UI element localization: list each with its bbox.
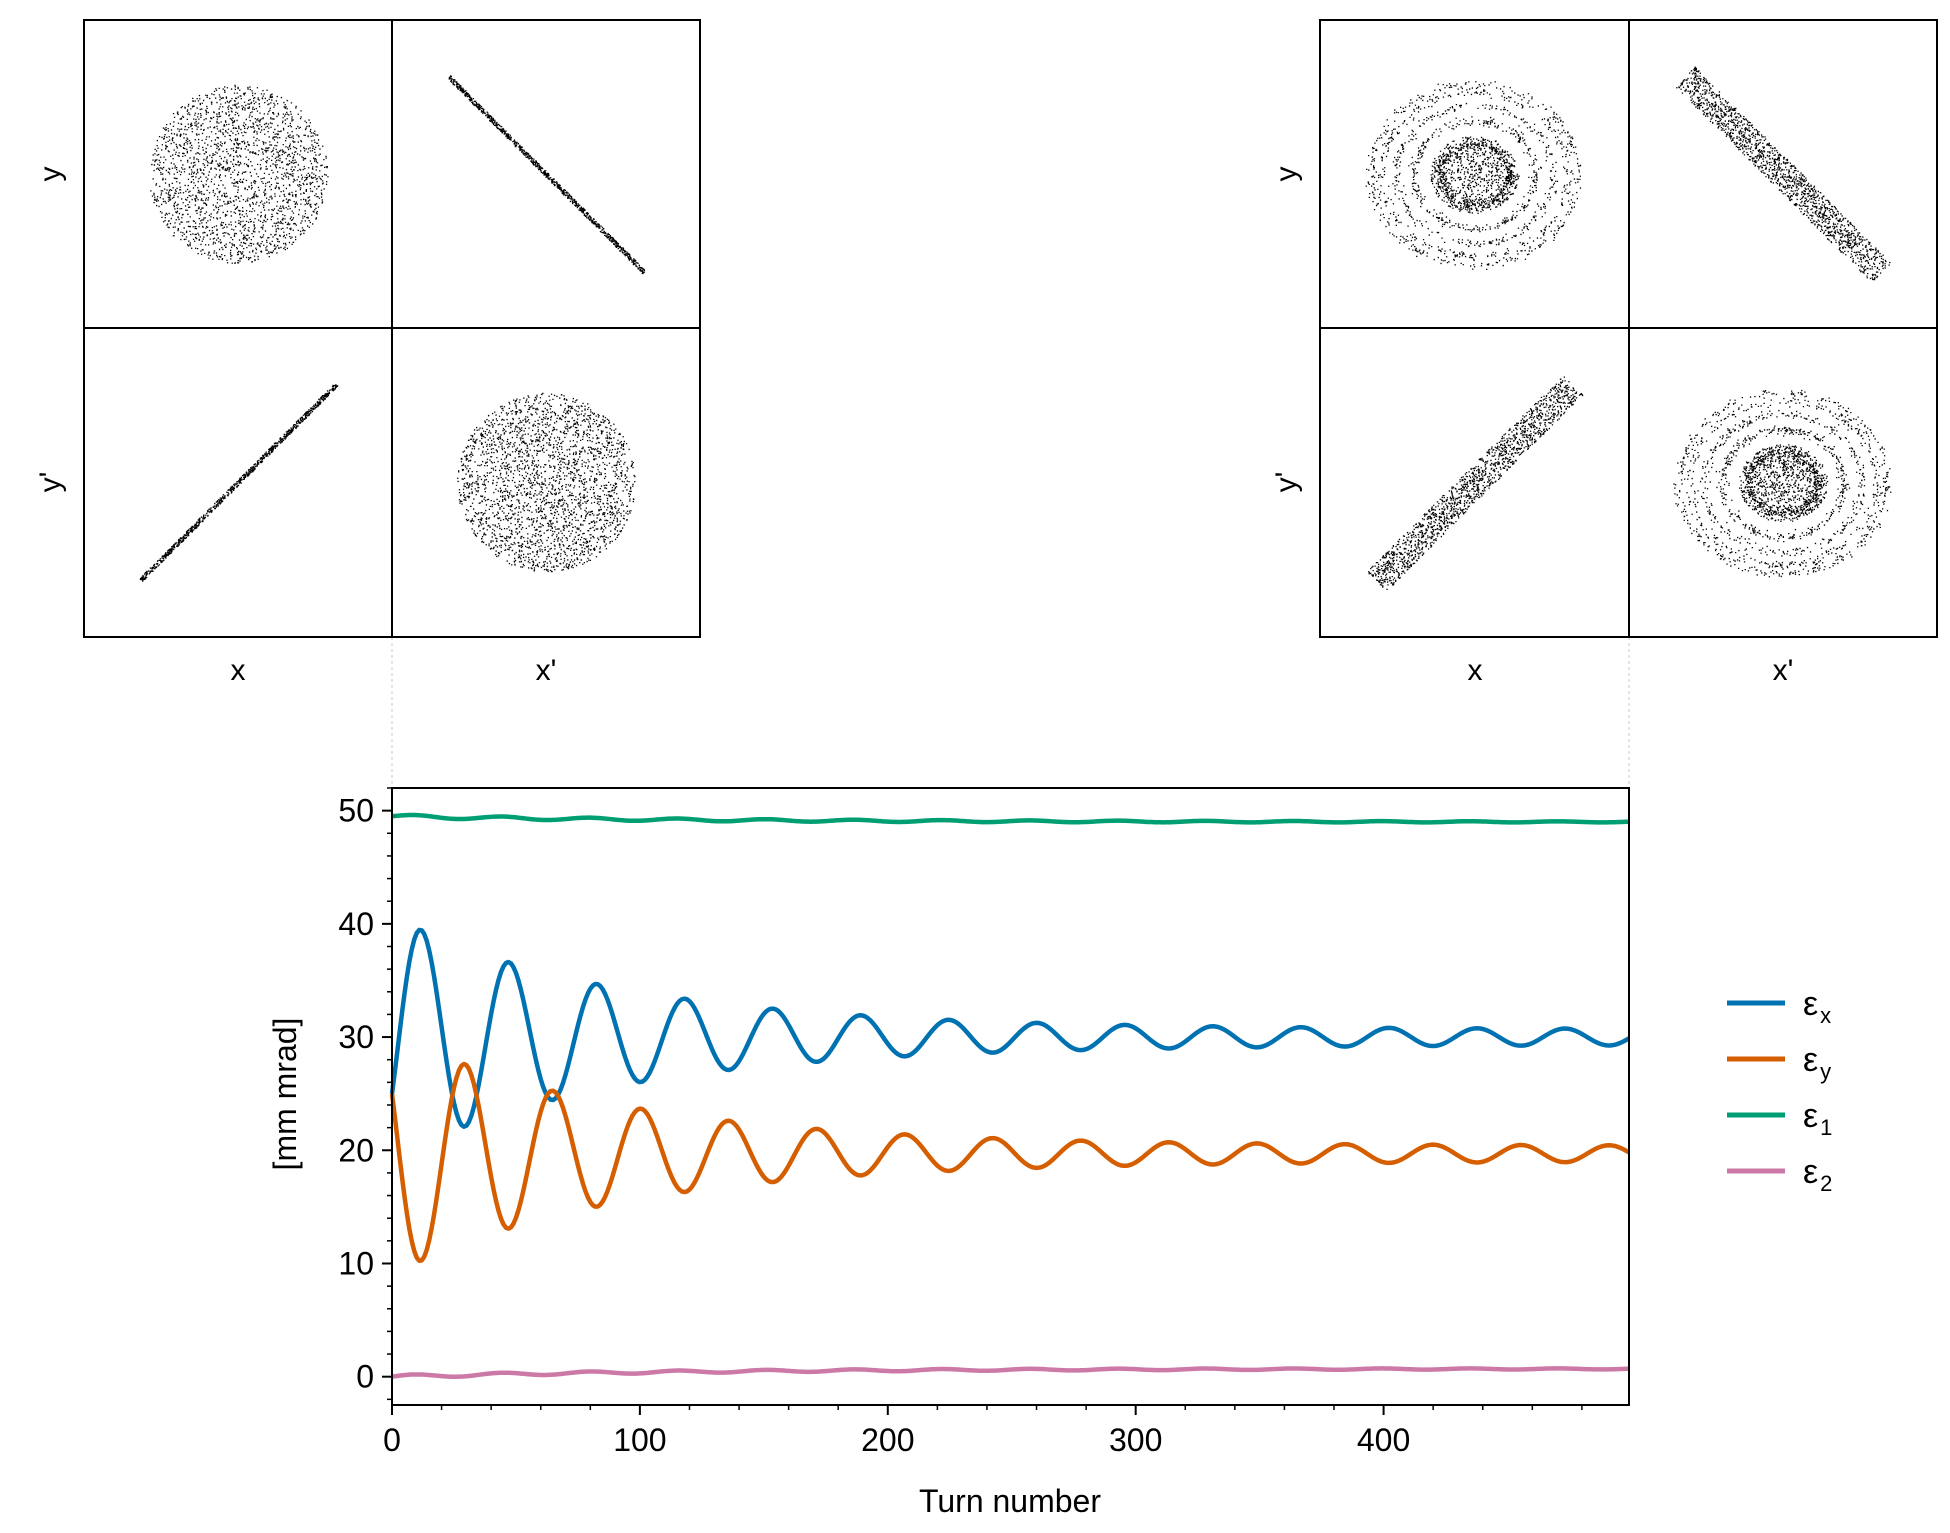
x-tick-label: 300 [1109,1422,1162,1458]
legend-label: εx [1803,985,1831,1028]
legend-label: εy [1803,1041,1831,1084]
scatter-panel-r1c1 [1673,389,1892,578]
emittance-line-plot: 0 100 200 300 400 0 10 20 30 40 50 Turn number [mm… [267,787,1832,1519]
series-line-ey [389,1061,1631,1263]
corner-plot-final: x x' y y' [1270,19,1938,687]
x-tick-label: 100 [613,1422,666,1458]
scatter-panel-r0c0 [1365,81,1582,270]
y-tick-label: 0 [356,1359,374,1395]
y-tick-label: 20 [338,1132,374,1168]
xlabel-x: x [1468,654,1483,687]
plot-frame [391,787,1630,1406]
ylabel-y: y [1270,167,1303,182]
scatter-panel-r1c1 [457,392,636,573]
series-line-e1 [391,812,1630,825]
legend-label: ε2 [1803,1153,1832,1196]
corner-plot-initial: x x' y y' [34,19,701,687]
ylabel-yprime: y' [34,472,67,493]
y-axis-label: [mm mrad] [267,1018,303,1171]
series-line-ex [389,927,1631,1129]
xlabel-x: x [231,654,246,687]
xlabel-xprime: x' [536,654,557,687]
y-tick-label: 30 [338,1019,374,1055]
legend-label: ε1 [1803,1097,1832,1140]
y-tick-label: 50 [338,793,374,829]
x-tick-label: 0 [383,1422,401,1458]
y-tick-label: 10 [338,1245,374,1281]
x-tick-label: 400 [1357,1422,1410,1458]
ylabel-yprime: y' [1270,472,1303,493]
x-tick-label: 200 [861,1422,914,1458]
axis-ticks: 0 100 200 300 400 0 10 20 30 40 50 [338,787,1583,1458]
legend: εx εy ε1 ε2 [1727,985,1832,1196]
scatter-panel-r1c0 [139,384,339,582]
scatter-panel-r0c0 [150,84,329,264]
xlabel-xprime: x' [1773,654,1794,687]
x-axis-label: Turn number [919,1483,1101,1519]
ylabel-y: y [34,167,67,182]
series-lines [389,812,1631,1379]
scatter-panel-r1c0 [1368,376,1584,590]
scatter-points-initial [139,75,646,582]
y-tick-label: 40 [338,906,374,942]
scatter-points-final [1365,66,1892,590]
scatter-panel-r0c1 [448,75,646,275]
scatter-panel-r0c1 [1676,66,1891,281]
series-line-e2 [391,1366,1630,1379]
